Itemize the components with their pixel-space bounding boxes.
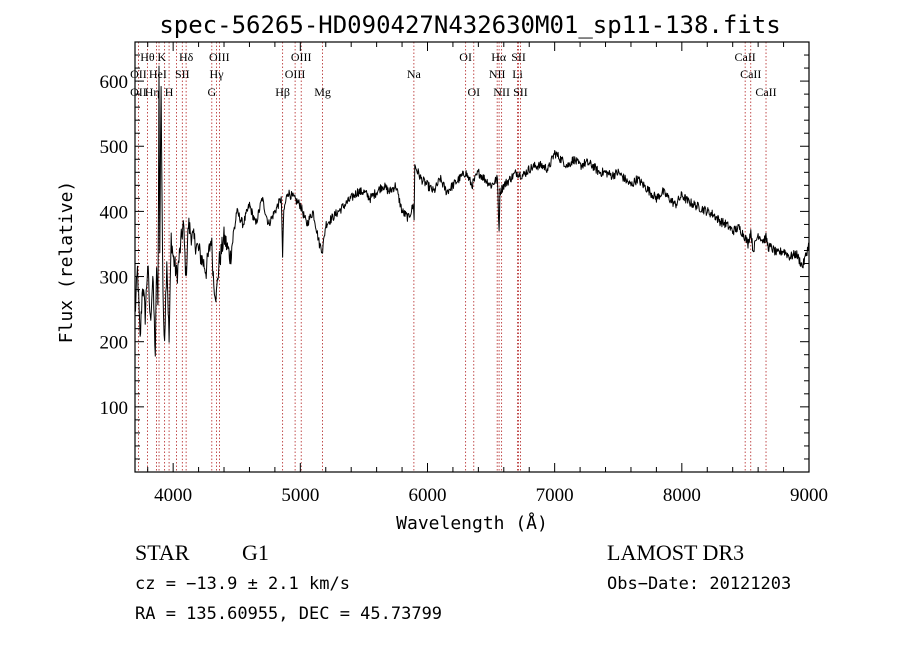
- y-tick-label: 500: [100, 137, 129, 158]
- line-label: OII: [130, 85, 147, 99]
- x-axis: 4000 5000 6000 7000 8000 9000: [147, 42, 828, 506]
- x-tick-label: 6000: [408, 485, 446, 506]
- line-label: SII: [513, 85, 528, 99]
- line-label: OIII: [209, 50, 230, 64]
- line-label: OI: [459, 50, 472, 64]
- x-axis-label: Wavelength (Å): [396, 512, 548, 534]
- redshift-line: cz = −13.9 ± 2.1 km/s: [135, 574, 350, 594]
- line-label: OIII: [291, 50, 312, 64]
- x-tick-label: 7000: [536, 485, 574, 506]
- line-label: NII: [493, 85, 510, 99]
- line-label: Hθ: [140, 50, 155, 64]
- object-subclass: G1: [242, 540, 269, 565]
- line-label: G: [207, 85, 216, 99]
- plot-frame: [134, 41, 810, 473]
- line-markers: [138, 42, 767, 472]
- spectrum-line: [134, 65, 810, 433]
- line-label: CaII: [734, 50, 755, 64]
- line-label: Mg: [314, 85, 331, 99]
- x-tick-label: 8000: [663, 485, 701, 506]
- y-tick-label: 300: [100, 268, 129, 289]
- line-label: Li: [512, 67, 523, 81]
- y-axis-label: Flux (relative): [56, 181, 77, 344]
- x-tick-label: 4000: [154, 485, 192, 506]
- line-label: Hγ: [210, 67, 225, 81]
- line-label: OIII: [285, 67, 306, 81]
- line-label: Hβ: [275, 85, 290, 99]
- obs-date-line: Obs−Date: 20121203: [607, 574, 791, 594]
- line-label: K: [157, 50, 166, 64]
- y-axis: 100 200 300 400 500 600: [100, 54, 809, 460]
- line-label: SII: [511, 50, 526, 64]
- line-label: Hδ: [179, 50, 194, 64]
- line-label: Hη: [145, 85, 160, 99]
- line-label: OI: [467, 85, 480, 99]
- line-label: CaII: [755, 85, 776, 99]
- line-label: Hα: [491, 50, 507, 64]
- line-label: CaII: [740, 67, 761, 81]
- coords-line: RA = 135.60955, DEC = 45.73799: [135, 604, 442, 624]
- line-label: SII: [175, 67, 190, 81]
- line-label: OII: [130, 67, 147, 81]
- y-tick-label: 600: [100, 72, 129, 93]
- line-label: NII: [489, 67, 506, 81]
- object-class: STAR: [135, 540, 190, 565]
- spectrum-series: [134, 65, 810, 433]
- line-label: H: [165, 85, 174, 99]
- survey-name: LAMOST DR3: [607, 540, 744, 565]
- line-labels: Hθ K Hδ OIII OIII OI Hα SII CaII OII HeI SII Hγ OIII N…: [130, 50, 777, 99]
- x-tick-label: 5000: [281, 485, 319, 506]
- line-label: HeI: [149, 67, 167, 81]
- x-tick-label: 9000: [790, 485, 828, 506]
- chart-title: spec-56265-HD090427N432630M01_sp11-138.f…: [159, 11, 780, 39]
- line-label: Na: [407, 67, 422, 81]
- y-tick-label: 100: [100, 398, 129, 419]
- y-tick-label: 200: [100, 333, 129, 354]
- y-tick-label: 400: [100, 202, 129, 223]
